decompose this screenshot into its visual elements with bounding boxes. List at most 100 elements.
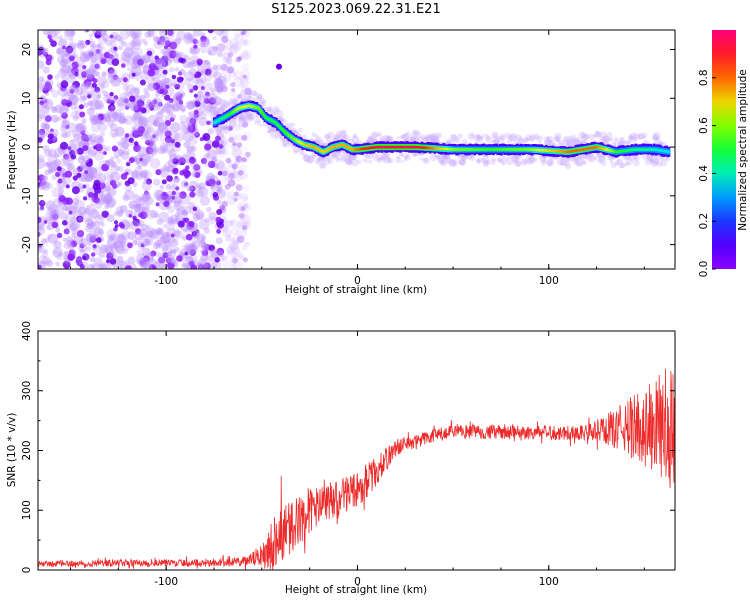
noise-speck	[146, 100, 156, 110]
halo-dot	[485, 136, 494, 144]
halo-dot	[574, 139, 580, 145]
noise-speck	[137, 58, 144, 66]
noise-speck	[43, 123, 51, 130]
noise-speck	[139, 79, 146, 86]
noise-speck	[38, 264, 42, 269]
noise-speck	[123, 115, 134, 126]
noise-speck	[135, 196, 145, 206]
noise-speck	[201, 69, 207, 74]
noise-speck	[87, 219, 94, 226]
y-tick-label: 200	[21, 440, 33, 460]
halo-dot	[356, 159, 362, 164]
halo-dot	[365, 139, 370, 144]
noise-speck	[111, 76, 117, 82]
noise-speck	[71, 93, 77, 99]
noise-speck	[131, 169, 141, 180]
noise-speck	[119, 223, 125, 229]
noise-speck	[97, 229, 103, 234]
noise-speck	[185, 146, 191, 151]
noise-speck	[223, 218, 229, 224]
noise-speck	[220, 30, 227, 35]
noise-speck	[82, 155, 91, 163]
noise-speck	[170, 180, 176, 186]
noise-speck	[103, 194, 114, 205]
noise-speck	[70, 85, 77, 91]
noise-speck	[215, 75, 227, 87]
noise-speck	[138, 116, 149, 128]
noise-speck	[122, 84, 130, 92]
noise-speck	[117, 211, 123, 217]
noise-speck	[92, 78, 98, 84]
noise-speck	[132, 194, 141, 204]
noise-speck	[85, 191, 95, 201]
noise-speck	[108, 249, 116, 257]
noise-speck	[165, 109, 172, 116]
noise-speck	[176, 206, 186, 215]
noise-speck	[132, 35, 143, 47]
noise-speck	[242, 257, 248, 263]
noise-speck	[165, 220, 176, 231]
noise-speck	[68, 202, 79, 213]
noise-speck	[86, 167, 98, 178]
noise-speck	[239, 30, 248, 35]
halo-dot	[573, 137, 580, 144]
noise-speck	[123, 47, 134, 58]
noise-speck	[233, 265, 237, 269]
noise-speck	[38, 206, 43, 212]
noise-speck	[224, 176, 230, 182]
noise-speck	[105, 246, 114, 255]
noise-speck	[95, 71, 101, 77]
noise-speck	[218, 43, 228, 53]
noise-speck	[93, 257, 103, 267]
halo-dot	[375, 154, 383, 161]
halo-dot	[501, 140, 505, 144]
noise-speck	[128, 200, 137, 209]
noise-speck	[104, 160, 111, 166]
halo-dot	[596, 158, 602, 163]
noise-speck	[107, 70, 116, 79]
noise-speck	[150, 59, 156, 65]
halo-dot	[555, 135, 560, 140]
halo-dot	[238, 117, 243, 122]
noise-speck	[117, 115, 127, 124]
noise-speck	[114, 109, 123, 117]
noise-speck	[155, 111, 164, 120]
noise-speck	[44, 212, 53, 222]
noise-speck	[47, 169, 53, 175]
noise-speck	[222, 261, 230, 269]
noise-speck	[192, 206, 197, 212]
noise-speck	[180, 124, 190, 135]
spectrogram-y-label: Frequency (Hz)	[6, 110, 18, 189]
noise-speck	[110, 104, 116, 110]
noise-speck	[155, 195, 162, 201]
noise-speck	[163, 103, 172, 112]
noise-speck	[41, 200, 46, 205]
noise-speck	[38, 137, 43, 143]
noise-speck	[52, 209, 57, 214]
noise-speck	[61, 99, 68, 106]
noise-speck	[226, 190, 237, 200]
noise-speck	[215, 64, 223, 71]
noise-speck	[141, 53, 151, 64]
noise-speck	[208, 216, 217, 225]
noise-speck	[154, 55, 159, 60]
noise-speck	[233, 239, 239, 245]
noise-speck	[243, 201, 249, 208]
halo-dot	[306, 156, 314, 164]
noise-speck	[40, 181, 51, 191]
noise-speck	[200, 32, 206, 38]
noise-speck	[138, 144, 143, 149]
noise-speck	[139, 172, 144, 177]
noise-speck	[170, 138, 176, 144]
noise-speck	[42, 256, 51, 265]
noise-speck	[40, 250, 49, 258]
noise-speck	[153, 178, 161, 186]
noise-speck	[106, 109, 116, 118]
noise-speck	[178, 100, 184, 105]
noise-speck	[221, 170, 228, 177]
noise-speck	[207, 149, 218, 160]
halo-dot	[570, 139, 577, 146]
noise-speck	[234, 159, 240, 166]
noise-speck	[124, 90, 131, 97]
